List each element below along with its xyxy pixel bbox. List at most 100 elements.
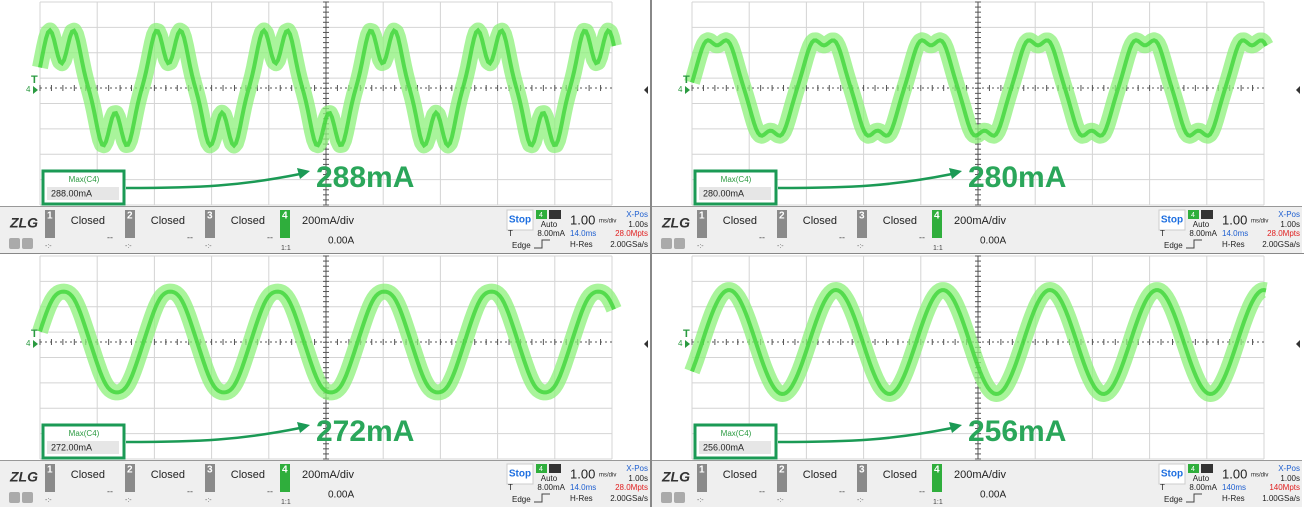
scope-panel: T4Max(C4)280.00mA280mAZLG1Closed---:-2Cl… [652, 0, 1302, 253]
screenshot: T4Max(C4)288.00mA288mAZLG1Closed---:-2Cl… [0, 0, 1304, 507]
channel-value: -- [267, 232, 273, 242]
trigger-icon [549, 210, 561, 219]
channel-state: Closed [71, 469, 105, 481]
tool-button [9, 238, 20, 249]
trigger-kind: Edge [1164, 241, 1183, 250]
channel-state: Closed [231, 215, 265, 227]
trigger-level: 8.00mA [1189, 483, 1217, 492]
xpos-label: X-Pos [626, 210, 648, 219]
max-value: 288.00mA [51, 188, 92, 198]
max-label: Max(C4) [69, 175, 100, 184]
channel-probe: 1:1 [933, 499, 943, 506]
channel-number: 4 [282, 465, 288, 476]
run-state: Stop [509, 215, 531, 226]
max-value: 272.00mA [51, 442, 92, 452]
trigger-type-label: T [508, 483, 513, 492]
xpos: 1.00s [1280, 474, 1300, 483]
trigger-mode: Auto [1193, 220, 1210, 229]
trigger-channel: 4 [26, 85, 31, 94]
run-state: Stop [1161, 215, 1183, 226]
channel-state: Closed [71, 215, 105, 227]
sample-rate: 2.00GSa/s [1262, 240, 1300, 249]
channel-number: 4 [934, 465, 940, 476]
channel-offset: -:- [205, 243, 212, 250]
trigger-source: 4 [539, 212, 543, 219]
timebase: 1.00 [570, 212, 595, 227]
tool-button [22, 238, 33, 249]
timebase: 1.00 [1222, 466, 1247, 481]
channel-value: -- [759, 232, 765, 242]
trigger-kind: Edge [1164, 495, 1183, 504]
trigger-kind: Edge [512, 241, 531, 250]
channel-offset: -:- [777, 243, 784, 250]
tool-button [674, 238, 685, 249]
channel-offset: -:- [697, 243, 704, 250]
channel-offset: -:- [697, 497, 704, 504]
record-time: 14.0ms [570, 229, 596, 238]
tool-button [661, 238, 672, 249]
timebase-unit: ms/div [1251, 219, 1268, 225]
channel-state: Closed [151, 469, 185, 481]
record-points: 28.0Mpts [615, 483, 648, 492]
channel-state: Closed [723, 215, 757, 227]
max-value: 256.00mA [703, 442, 744, 452]
channel-probe: 1:1 [281, 245, 291, 252]
trigger-level: 8.00mA [537, 483, 565, 492]
trigger-icon [1201, 464, 1213, 473]
trigger-source: 4 [539, 466, 543, 473]
trigger-channel: 4 [678, 85, 683, 94]
channel-offset: 0.00A [980, 236, 1006, 247]
sample-rate: 2.00GSa/s [610, 240, 648, 249]
max-value: 280.00mA [703, 188, 744, 198]
channel-offset: -:- [205, 497, 212, 504]
channel-number: 3 [207, 465, 213, 476]
channel-value: -- [107, 232, 113, 242]
channel-number: 4 [934, 211, 940, 222]
channel-scale: 200mA/div [954, 215, 1006, 227]
xpos-label: X-Pos [1278, 464, 1300, 473]
record-points: 28.0Mpts [615, 229, 648, 238]
run-state: Stop [1161, 469, 1183, 480]
channel-offset: -:- [857, 243, 864, 250]
channel-state: Closed [151, 215, 185, 227]
channel-number: 1 [699, 211, 705, 222]
xpos: 1.00s [628, 474, 648, 483]
channel-scale: 200mA/div [954, 469, 1006, 481]
channel-number: 3 [859, 465, 865, 476]
trigger-source: 4 [1191, 466, 1195, 473]
trigger-label: T [683, 328, 690, 340]
channel-number: 2 [127, 211, 133, 222]
channel-probe: 1:1 [281, 499, 291, 506]
channel-offset: -:- [45, 497, 52, 504]
channel-value: -- [759, 486, 765, 496]
tool-button [674, 492, 685, 503]
xpos: 1.00s [1280, 220, 1300, 229]
trigger-level: 8.00mA [537, 229, 565, 238]
logo: ZLG [9, 469, 38, 485]
channel-value: -- [839, 486, 845, 496]
acq-mode: H-Res [1222, 240, 1245, 249]
trigger-label: T [683, 74, 690, 86]
channel-state: Closed [723, 469, 757, 481]
trigger-type-label: T [1160, 229, 1165, 238]
channel-number: 1 [47, 465, 53, 476]
channel-number: 2 [127, 465, 133, 476]
channel-state: Closed [231, 469, 265, 481]
channel-state: Closed [883, 469, 917, 481]
channel-offset: -:- [857, 497, 864, 504]
xpos-label: X-Pos [1278, 210, 1300, 219]
logo: ZLG [661, 215, 690, 231]
channel-number: 2 [779, 465, 785, 476]
trigger-type-label: T [1160, 483, 1165, 492]
acq-mode: H-Res [570, 240, 593, 249]
annotation: 256mA [968, 415, 1066, 448]
annotation: 288mA [316, 161, 414, 194]
channel-number: 1 [699, 465, 705, 476]
timebase: 1.00 [570, 466, 595, 481]
trigger-type-label: T [508, 229, 513, 238]
max-label: Max(C4) [721, 175, 752, 184]
channel-state: Closed [803, 215, 837, 227]
channel-value: -- [919, 232, 925, 242]
